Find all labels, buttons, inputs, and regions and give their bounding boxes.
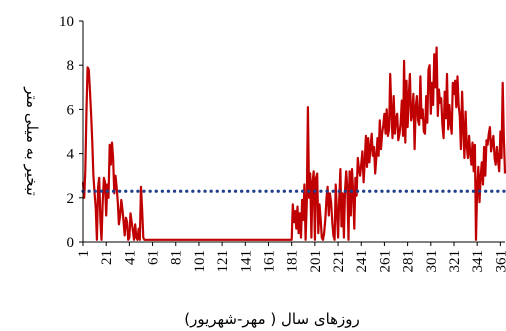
- y-tick-label: 4: [67, 147, 75, 163]
- y-ticks: 0 2 4 6 8 10: [59, 14, 83, 251]
- y-tick-label: 0: [67, 235, 75, 251]
- x-tick-label: 81: [169, 250, 185, 265]
- x-tick-label: 101: [192, 250, 208, 273]
- x-tick-label: 201: [308, 250, 324, 273]
- y-tick-label: 6: [67, 102, 75, 118]
- evaporation-line-series: [81, 46, 506, 241]
- x-tick-label: 341: [470, 250, 486, 273]
- x-tick-label: 301: [424, 250, 440, 273]
- x-tick-label: 241: [354, 250, 370, 273]
- x-tick-label: 181: [285, 250, 301, 273]
- plot-area: [81, 46, 506, 241]
- x-tick-label: 361: [493, 250, 506, 273]
- x-tick-label: 161: [261, 250, 277, 273]
- x-tick-label: 121: [215, 250, 231, 273]
- x-tick-label: 141: [238, 250, 254, 273]
- y-axis-label: تبخیر به میلی متر: [23, 86, 41, 196]
- x-tick-label: 1: [76, 250, 92, 258]
- x-ticks: 1 21 41 61 81 101 121 141 161 181 201 221 241 261 281 3…: [76, 242, 506, 273]
- x-tick-label: 321: [447, 250, 463, 273]
- x-axis-label: روزهای سال ( مهر-شهریور): [184, 310, 360, 328]
- x-tick-label: 21: [99, 250, 115, 265]
- y-tick-label: 2: [67, 191, 75, 207]
- x-tick-label: 221: [331, 250, 347, 273]
- axes: [82, 21, 505, 243]
- x-tick-label: 261: [377, 250, 393, 273]
- y-tick-label: 10: [59, 14, 74, 30]
- x-tick-label: 281: [401, 250, 417, 273]
- x-tick-label: 41: [122, 250, 138, 265]
- x-tick-label: 61: [146, 250, 162, 265]
- y-tick-label: 8: [67, 58, 75, 74]
